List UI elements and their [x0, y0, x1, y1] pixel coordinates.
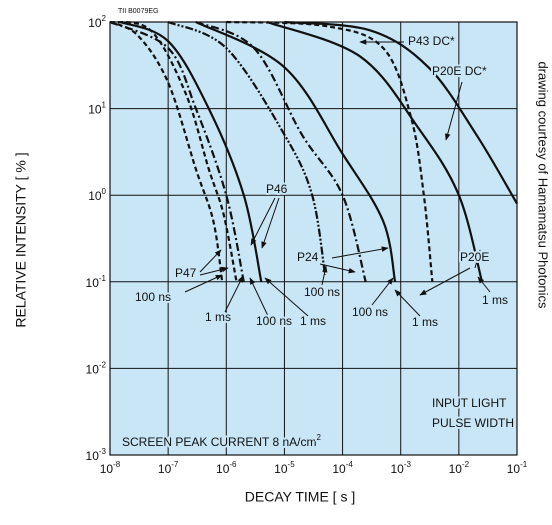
- note-text: SCREEN PEAK CURRENT 8 nA/cm: [122, 435, 317, 449]
- tick-exponent: 0: [102, 187, 107, 196]
- tick-base: 10: [507, 462, 521, 476]
- tick-exponent: -3: [404, 460, 412, 469]
- annotation: INPUT LIGHT: [432, 396, 507, 410]
- tick-base: 10: [332, 462, 346, 476]
- tick-exponent: -5: [288, 460, 296, 469]
- annotation: P24: [297, 250, 319, 264]
- tick-label: 10-3: [86, 447, 107, 463]
- annotation: 100 ns: [256, 314, 292, 328]
- annotation: 1 ms: [482, 293, 508, 307]
- tick-exponent: -2: [462, 460, 470, 469]
- tick-label: 10-1: [86, 274, 107, 290]
- tick-label: 10-6: [216, 460, 237, 476]
- annotation: 100 ns: [135, 290, 171, 304]
- note-sup: 2: [317, 433, 322, 442]
- annotation: P43 DC*: [408, 34, 455, 48]
- tick-base: 10: [88, 103, 102, 117]
- arrow: [250, 197, 276, 246]
- tick-base: 10: [100, 462, 114, 476]
- tick-label: 10-2: [86, 361, 107, 377]
- arrow: [321, 265, 328, 286]
- tick-base: 10: [449, 462, 463, 476]
- tick-exponent: -7: [171, 460, 179, 469]
- tick-label: 10-1: [507, 460, 528, 476]
- tick-label: 10-3: [390, 460, 411, 476]
- decay-curve: [119, 20, 263, 283]
- decay-curve: [266, 20, 484, 283]
- tick-exponent: -3: [99, 447, 107, 456]
- arrow: [199, 249, 222, 273]
- decay-curve: [109, 20, 245, 283]
- tick-exponent: -4: [346, 460, 354, 469]
- arrow: [419, 267, 471, 296]
- arrow: [264, 277, 309, 317]
- tick-label: 10-8: [100, 460, 121, 476]
- note: SCREEN PEAK CURRENT 8 nA/cm2: [122, 433, 322, 449]
- arrow: [224, 275, 244, 313]
- decay-curve: [195, 21, 397, 283]
- tick-base: 10: [86, 449, 100, 463]
- decay-curve: [195, 20, 367, 283]
- arrow: [249, 277, 269, 317]
- tick-label: 10-7: [158, 460, 179, 476]
- tick-base: 10: [390, 462, 404, 476]
- tick-label: 100: [88, 187, 106, 203]
- credit: drawing courtesy of Hamamatsu Photonics: [536, 61, 551, 309]
- decay-curve: [167, 20, 327, 276]
- x-axis-label: DECAY TIME [ s ]: [245, 489, 355, 505]
- arrow: [184, 274, 223, 293]
- tick-base: 10: [274, 462, 288, 476]
- tick-exponent: 1: [102, 101, 107, 110]
- tick-exponent: -1: [520, 460, 528, 469]
- arrow: [261, 197, 280, 249]
- tick-exponent: -2: [99, 361, 107, 370]
- tick-label: 102: [88, 14, 106, 30]
- arrow: [444, 81, 463, 141]
- arrow: [331, 246, 389, 259]
- arrow: [474, 249, 482, 269]
- annotation: 1 ms: [300, 314, 326, 328]
- tick-exponent: -6: [229, 460, 237, 469]
- annotation: 100 ns: [304, 285, 340, 299]
- tick-label: 10-5: [274, 460, 295, 476]
- tick-label: 10-4: [332, 460, 353, 476]
- plot-frame: [109, 21, 518, 456]
- arrow: [199, 266, 229, 276]
- figure-code: TII B0079EG: [118, 8, 158, 15]
- tick-base: 10: [216, 462, 230, 476]
- arrow: [371, 277, 394, 306]
- annotation: P20E: [460, 250, 489, 264]
- tick-base: 10: [158, 462, 172, 476]
- annotation: P46: [266, 182, 288, 196]
- tick-exponent: -1: [99, 274, 107, 283]
- tick-exponent: 2: [102, 14, 107, 23]
- annotation: 1 ms: [205, 310, 231, 324]
- annotation: 100 ns: [352, 305, 388, 319]
- tick-base: 10: [88, 189, 102, 203]
- tick-label: 10-2: [449, 460, 470, 476]
- annotations: P43 DC* P20E DC* P46 P24 P20E P47 100 ns…: [120, 32, 516, 451]
- arrow: [394, 289, 421, 317]
- tick-base: 10: [86, 276, 100, 290]
- decay-curve: [109, 20, 224, 282]
- annotation: P20E DC*: [432, 64, 487, 78]
- y-axis-label: RELATIVE INTENSITY [ % ]: [13, 152, 29, 327]
- annotation: P47: [175, 266, 197, 280]
- tick-label: 101: [88, 101, 106, 117]
- tick-base: 10: [88, 16, 102, 30]
- arrow: [477, 276, 491, 293]
- decay-curve: [284, 20, 518, 205]
- annotation: PULSE WIDTH: [432, 416, 514, 430]
- tick-base: 10: [86, 363, 100, 377]
- annotation: 1 ms: [412, 315, 438, 329]
- tick-exponent: -8: [113, 460, 121, 469]
